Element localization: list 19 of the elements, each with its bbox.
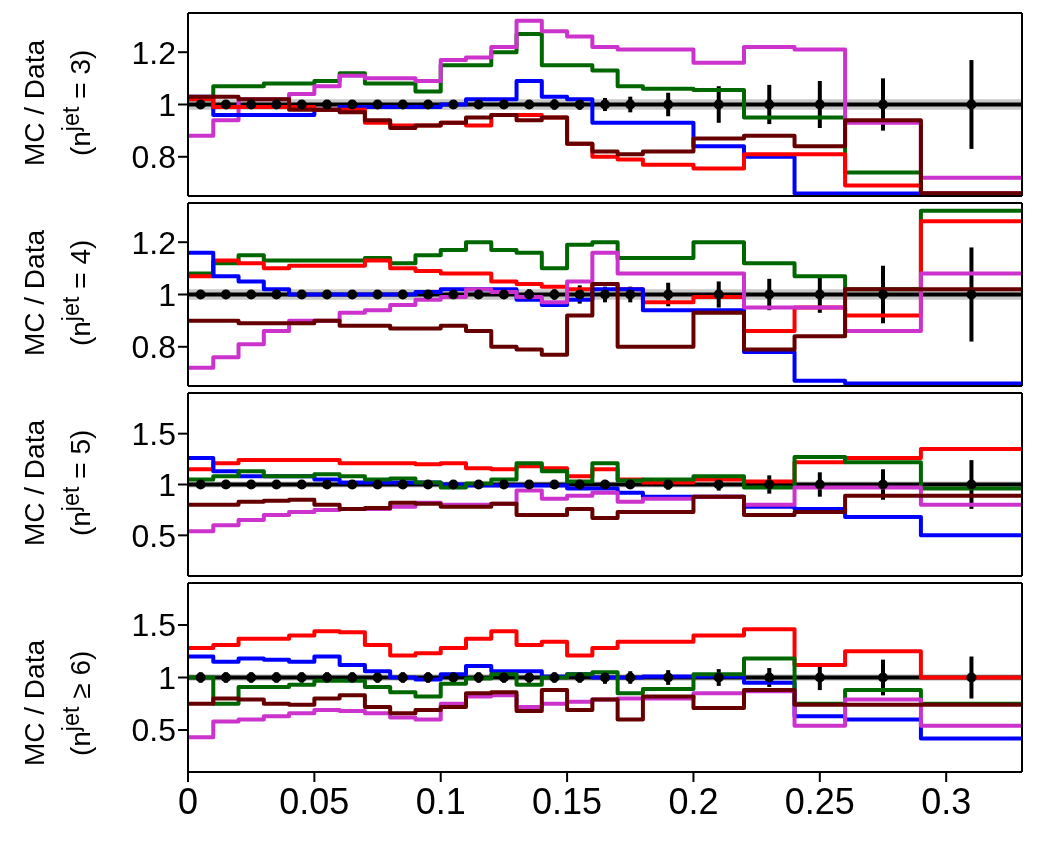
y-tick-label: 1.2 [131, 224, 176, 261]
x-tick-label: 0.2 [668, 780, 719, 822]
y-tick-label: 1 [158, 276, 176, 313]
x-tick-label: 0 [177, 780, 199, 822]
y-tick-label: 0.5 [131, 517, 176, 554]
x-tick-label: 0.1 [415, 780, 466, 822]
y-tick-label: 0.8 [131, 329, 176, 366]
y-tick-label: 1 [158, 659, 176, 696]
x-tick-label: 0.15 [532, 780, 603, 822]
y-tick-label: 1.2 [131, 34, 176, 71]
x-tick-label: 0.25 [784, 780, 855, 822]
y-tick-label: 1.5 [131, 416, 176, 453]
y-tick-label: 0.8 [131, 139, 176, 176]
y-tick-label: 0.5 [131, 712, 176, 749]
y-tick-label: 1 [158, 86, 176, 123]
x-tick-label: 0.05 [279, 780, 350, 822]
y-tick-label: 1 [158, 466, 176, 503]
y-tick-label: 1.5 [131, 607, 176, 644]
x-tick-label: 0.3 [921, 780, 972, 822]
